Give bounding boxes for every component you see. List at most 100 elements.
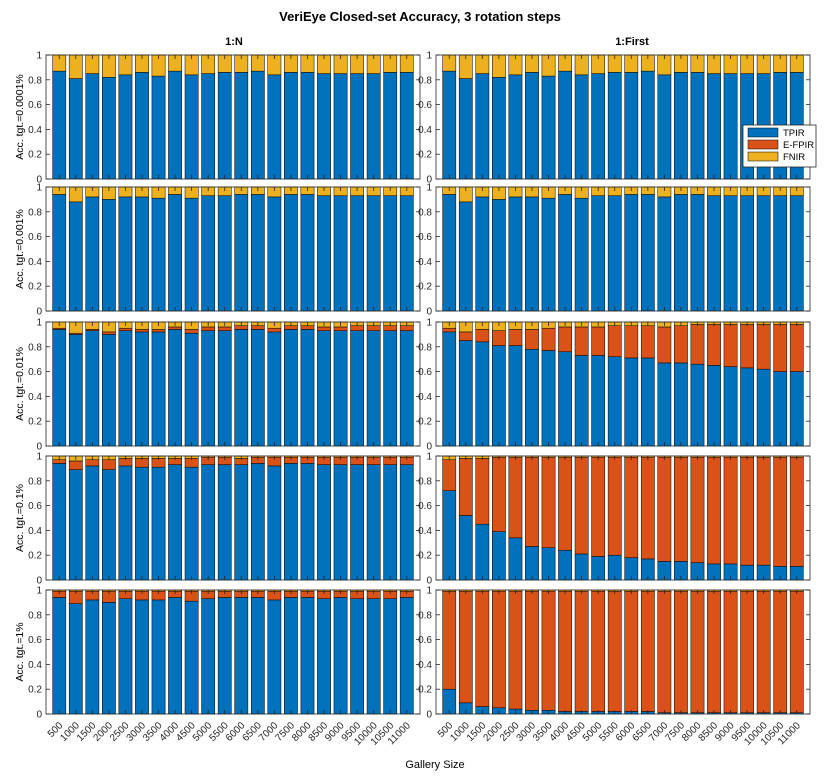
bar-efpir — [723, 324, 738, 367]
bar-efpir — [624, 590, 639, 712]
column-title-right: 1:First — [615, 36, 649, 48]
y-tick-label: 0.8 — [28, 476, 42, 487]
bar-tpir — [267, 465, 282, 581]
bar-tpir — [508, 196, 523, 312]
bar-tpir — [267, 331, 282, 447]
y-tick-label: 0.2 — [418, 551, 432, 562]
bar-tpir — [317, 195, 331, 312]
bar-efpir — [657, 590, 672, 714]
bar-tpir — [399, 597, 414, 715]
bar-tpir — [135, 331, 149, 447]
y-tick-label: 1 — [426, 586, 432, 597]
bar-tpir — [151, 331, 166, 447]
row-label-3: Acc. tgt.=0.1% — [14, 484, 26, 552]
panel-r2-c1: 0 0.2 0.4 0.6 0.8 1 — [418, 318, 811, 453]
panel-frame — [45, 54, 421, 180]
y-tick-label: 0.2 — [28, 282, 42, 293]
bar-tpir — [118, 598, 133, 715]
bar-tpir — [789, 371, 804, 447]
bar-tpir — [267, 196, 282, 312]
y-tick-label: 1 — [426, 183, 432, 194]
bar-tpir — [541, 197, 556, 312]
y-tick-label: 0.4 — [418, 660, 432, 671]
bar-tpir — [52, 70, 67, 180]
bar-efpir — [740, 590, 754, 714]
y-tick-label: 0.8 — [28, 610, 42, 621]
bar-tpir — [607, 72, 622, 180]
bar-tpir — [366, 464, 381, 581]
bar-tpir — [102, 334, 116, 447]
panel-r3-c1: 0 0.2 0.4 0.6 0.8 1 — [418, 452, 811, 587]
bar-efpir — [508, 456, 523, 539]
bar-tpir — [85, 73, 100, 180]
bar-efpir — [723, 590, 738, 714]
bar-efpir — [475, 590, 490, 707]
y-tick-label: 0.6 — [418, 501, 432, 512]
bar-tpir — [475, 523, 490, 581]
bar-tpir — [317, 598, 331, 715]
bar-efpir — [640, 325, 655, 359]
y-tick-label: 0.6 — [418, 367, 432, 378]
row-label-4: Acc. tgt.=1% — [14, 622, 26, 681]
x-axis-label: Gallery Size — [405, 759, 464, 771]
y-tick-label: 0.4 — [418, 257, 432, 268]
bar-efpir — [624, 325, 639, 359]
bar-efpir — [475, 458, 490, 525]
bar-efpir — [442, 459, 457, 491]
panel-r0-c0: 0 0.2 0.4 0.6 0.8 1 — [28, 51, 421, 186]
bar-tpir — [333, 597, 348, 715]
y-tick-label: 0.2 — [28, 417, 42, 428]
bar-efpir — [492, 590, 506, 709]
y-tick-label: 0 — [426, 307, 432, 318]
bar-tpir — [52, 597, 67, 715]
legend-swatch-fnir — [747, 151, 779, 162]
bar-tpir — [217, 464, 232, 581]
y-tick-label: 0 — [36, 710, 42, 721]
bar-tpir — [250, 70, 265, 180]
bar-efpir — [184, 329, 199, 334]
bar-efpir — [492, 456, 506, 532]
bar-tpir — [607, 356, 622, 447]
bar-tpir — [85, 330, 100, 447]
bar-tpir — [284, 597, 298, 715]
bar-tpir — [184, 466, 199, 581]
bar-efpir — [591, 590, 606, 712]
bar-tpir — [475, 196, 490, 312]
bar-tpir — [640, 70, 655, 180]
legend-label-tpir: TPIR — [783, 128, 805, 139]
bar-tpir — [657, 196, 672, 312]
bar-tpir — [184, 74, 199, 180]
bar-efpir — [284, 325, 298, 330]
y-tick-label: 0.4 — [28, 257, 42, 268]
bar-tpir — [773, 195, 788, 312]
bar-efpir — [707, 456, 721, 565]
panels-group: Acc. tgt.=0.0001% Acc. tgt.=0.001% Acc. tg… — [14, 51, 811, 748]
y-tick-label: 1 — [426, 318, 432, 329]
bar-tpir — [168, 329, 182, 447]
bar-efpir — [135, 329, 149, 333]
legend-label-fnir: FNIR — [783, 152, 805, 163]
bar-tpir — [284, 329, 298, 447]
bar-tpir — [234, 72, 249, 180]
y-tick-label: 0.2 — [418, 417, 432, 428]
y-tick-label: 0.4 — [28, 660, 42, 671]
bar-efpir — [773, 590, 788, 714]
bar-efpir — [674, 590, 688, 714]
y-tick-label: 0 — [426, 576, 432, 587]
bar-efpir — [740, 324, 754, 369]
y-tick-label: 1 — [36, 183, 42, 194]
bar-tpir — [300, 72, 315, 180]
bar-tpir — [674, 72, 688, 180]
bar-tpir — [366, 195, 381, 312]
y-tick-label: 0.4 — [418, 125, 432, 136]
bar-efpir — [525, 456, 539, 547]
bar-tpir — [640, 357, 655, 447]
bar-tpir — [657, 362, 672, 447]
bar-efpir — [458, 590, 473, 704]
bar-tpir — [789, 195, 804, 312]
bar-tpir — [284, 72, 298, 180]
bar-tpir — [52, 194, 67, 312]
bar-tpir — [217, 330, 232, 447]
bar-efpir — [458, 331, 473, 341]
